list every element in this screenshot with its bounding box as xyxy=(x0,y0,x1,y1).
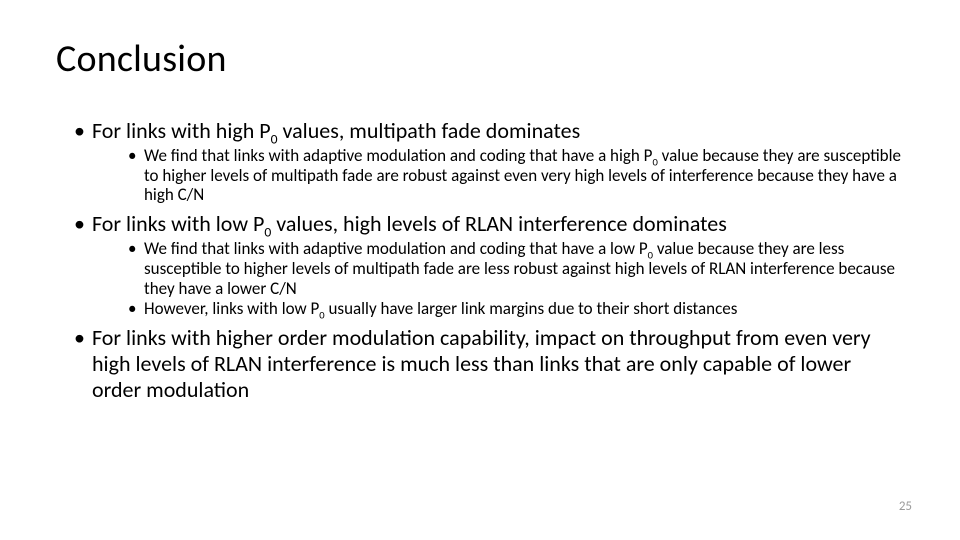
bullet-2-sub-2-post: usually have larger link margins due to … xyxy=(325,298,738,319)
page-number: 25 xyxy=(899,499,912,514)
bullet-2-sub-1: We find that links with adaptive modulat… xyxy=(128,239,904,298)
slide: Conclusion For links with high P0 values… xyxy=(0,0,960,540)
bullet-3: For links with higher order modulation c… xyxy=(74,325,904,403)
bullet-1-sublist: We find that links with adaptive modulat… xyxy=(92,146,904,205)
bullet-2: For links with low P0 values, high level… xyxy=(74,211,904,319)
bullet-list-level1: For links with high P0 values, multipath… xyxy=(56,118,904,403)
bullet-1-text-post: values, multipath fade dominates xyxy=(278,117,581,144)
bullet-1-text-pre: For links with high P xyxy=(92,117,271,144)
bullet-1: For links with high P0 values, multipath… xyxy=(74,118,904,205)
page-title: Conclusion xyxy=(56,36,904,82)
bullet-2-sub-1-pre: We find that links with adaptive modulat… xyxy=(144,238,648,259)
bullet-2-sub-2-pre: However, links with low P xyxy=(144,298,319,319)
bullet-1-sub-1: We find that links with adaptive modulat… xyxy=(128,146,904,205)
bullet-2-sub-2: However, links with low P0 usually have … xyxy=(128,299,904,319)
bullet-3-text: For links with higher order modulation c… xyxy=(92,324,871,403)
bullet-2-text-post: values, high levels of RLAN interference… xyxy=(271,210,727,237)
bullet-2-sublist: We find that links with adaptive modulat… xyxy=(92,239,904,319)
bullet-1-sub-1-pre: We find that links with adaptive modulat… xyxy=(144,145,652,166)
bullet-2-text-pre: For links with low P xyxy=(92,210,264,237)
